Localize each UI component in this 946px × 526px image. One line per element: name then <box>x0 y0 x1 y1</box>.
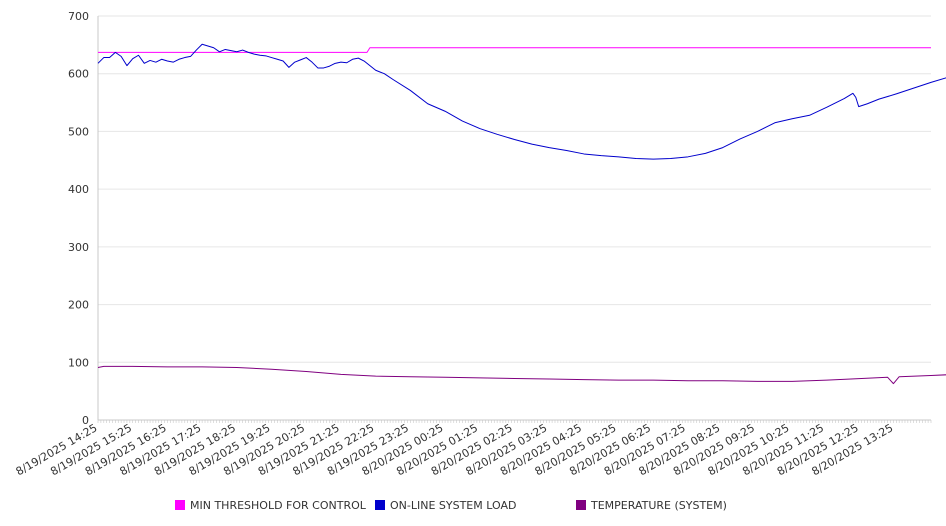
y-tick-label: 0 <box>82 414 89 427</box>
series-line-1 <box>98 47 931 53</box>
legend-swatch-1 <box>175 500 185 510</box>
y-tick-label: 500 <box>68 125 89 138</box>
y-tick-label: 300 <box>68 241 89 254</box>
legend-label-1: MIN THRESHOLD FOR CONTROL <box>190 499 367 512</box>
legend-label-2: ON-LINE SYSTEM LOAD <box>390 499 516 512</box>
y-tick-label: 600 <box>68 68 89 81</box>
y-tick-label: 400 <box>68 183 89 196</box>
legend-swatch-2 <box>375 500 385 510</box>
y-tick-label: 700 <box>68 10 89 23</box>
legend-label-3: TEMPERATURE (SYSTEM) <box>590 499 727 512</box>
legend-swatch-3 <box>576 500 586 510</box>
legend: MIN THRESHOLD FOR CONTROL ON-LINE SYSTEM … <box>175 499 727 512</box>
y-tick-label: 100 <box>68 356 89 369</box>
gridlines <box>98 15 931 363</box>
x-axis-ticks: 8/19/2025 14:258/19/2025 15:258/19/2025 … <box>14 421 896 478</box>
y-tick-label: 200 <box>68 299 89 312</box>
axes <box>97 16 932 423</box>
series-line-2 <box>97 43 946 160</box>
series-line-3 <box>97 365 946 385</box>
y-axis-ticks: 0 100 200 300 400 500 600 700 <box>68 10 89 427</box>
series-lines <box>97 43 946 385</box>
